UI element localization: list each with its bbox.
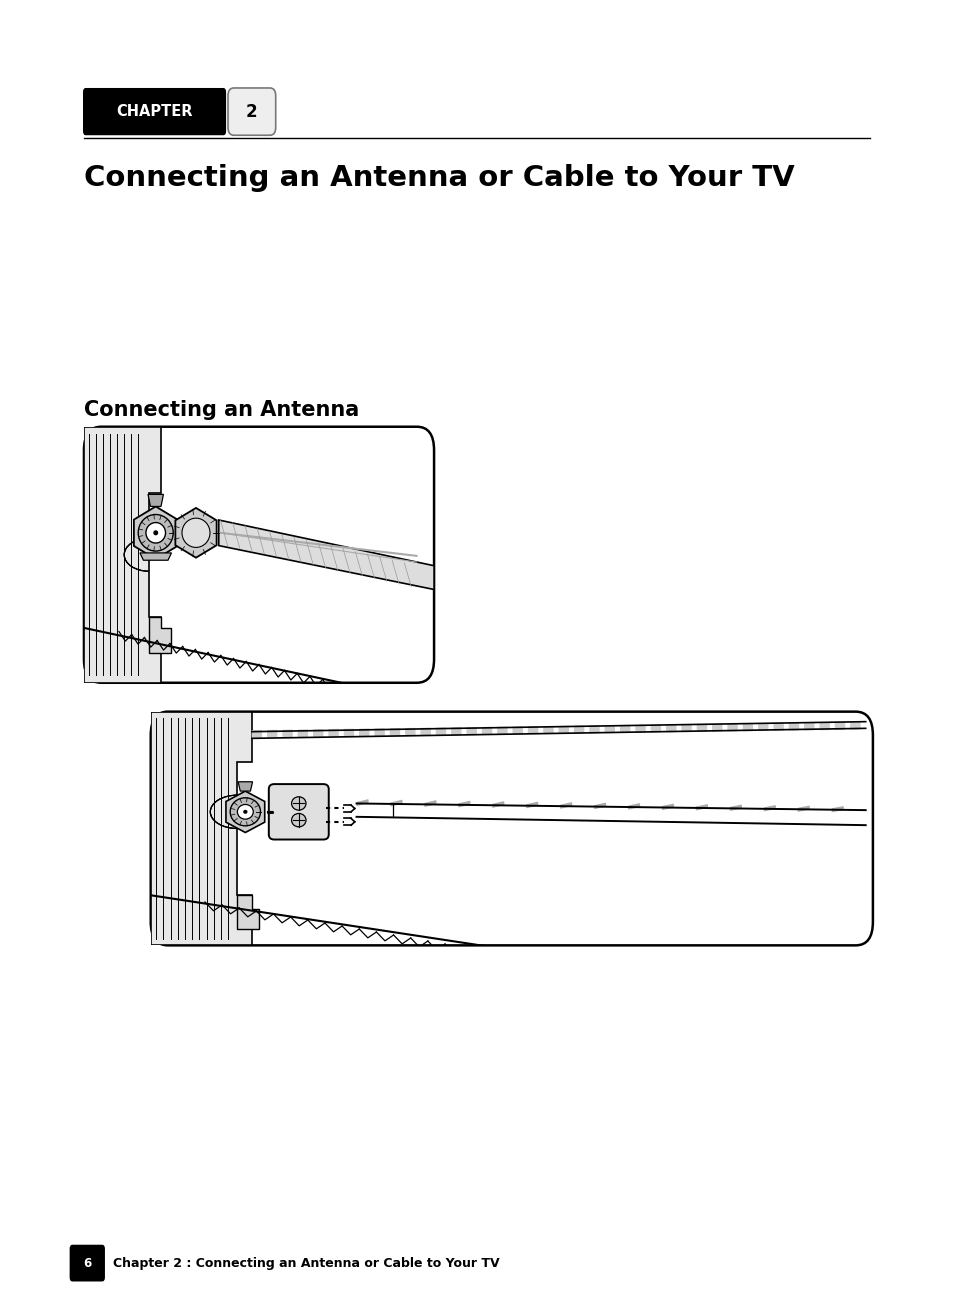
Circle shape (153, 530, 158, 536)
Polygon shape (237, 895, 259, 928)
Polygon shape (151, 712, 252, 945)
Text: Connecting an Antenna or Cable to Your TV: Connecting an Antenna or Cable to Your T… (84, 164, 794, 192)
Text: 2: 2 (246, 102, 257, 121)
Circle shape (138, 515, 173, 551)
FancyBboxPatch shape (84, 427, 434, 683)
Polygon shape (238, 781, 253, 792)
Circle shape (182, 519, 210, 548)
Circle shape (237, 805, 253, 819)
Polygon shape (140, 553, 172, 561)
Circle shape (292, 814, 306, 827)
Polygon shape (226, 792, 264, 832)
FancyBboxPatch shape (269, 784, 329, 839)
Circle shape (292, 797, 306, 810)
Polygon shape (149, 617, 172, 654)
FancyBboxPatch shape (151, 712, 872, 945)
FancyBboxPatch shape (83, 88, 226, 135)
Polygon shape (148, 495, 163, 507)
Polygon shape (218, 520, 434, 590)
Circle shape (243, 810, 247, 814)
Circle shape (230, 798, 260, 826)
FancyBboxPatch shape (228, 88, 275, 135)
Text: Chapter 2 : Connecting an Antenna or Cable to Your TV: Chapter 2 : Connecting an Antenna or Cab… (112, 1257, 498, 1270)
Text: 6: 6 (83, 1257, 91, 1270)
Text: Connecting an Antenna: Connecting an Antenna (84, 400, 359, 420)
Circle shape (146, 523, 166, 544)
Polygon shape (175, 508, 216, 558)
Polygon shape (84, 427, 161, 683)
FancyBboxPatch shape (70, 1245, 105, 1281)
Polygon shape (133, 507, 177, 559)
Text: CHAPTER: CHAPTER (116, 104, 193, 119)
